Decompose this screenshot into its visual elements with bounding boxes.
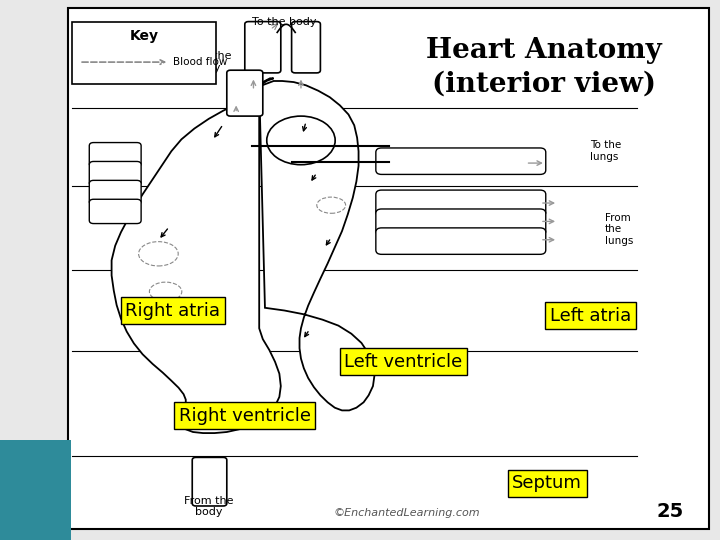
FancyBboxPatch shape (0, 440, 71, 540)
Text: 25: 25 (657, 502, 684, 521)
Text: Septum: Septum (512, 474, 582, 492)
FancyBboxPatch shape (68, 8, 709, 529)
Text: ©EnchantedLearning.com: ©EnchantedLearning.com (333, 508, 480, 518)
Text: From
the
lungs: From the lungs (605, 213, 633, 246)
FancyBboxPatch shape (376, 190, 546, 217)
FancyBboxPatch shape (89, 199, 141, 224)
Text: To the body: To the body (252, 17, 317, 26)
FancyBboxPatch shape (89, 143, 141, 167)
FancyBboxPatch shape (292, 22, 320, 73)
Text: Right ventricle: Right ventricle (179, 407, 311, 425)
FancyBboxPatch shape (89, 180, 141, 205)
FancyBboxPatch shape (376, 148, 546, 174)
Text: From the
body: From the body (184, 496, 233, 517)
Text: Blood flow: Blood flow (173, 57, 228, 67)
Text: From the
body: From the body (182, 51, 231, 73)
Polygon shape (259, 81, 374, 410)
Text: Key: Key (130, 29, 158, 43)
Text: Right atria: Right atria (125, 301, 220, 320)
FancyBboxPatch shape (376, 209, 546, 235)
FancyBboxPatch shape (227, 70, 263, 116)
FancyBboxPatch shape (72, 22, 216, 84)
FancyBboxPatch shape (192, 457, 227, 506)
Text: Left ventricle: Left ventricle (344, 353, 462, 371)
Ellipse shape (266, 116, 335, 165)
FancyBboxPatch shape (245, 22, 281, 73)
Polygon shape (112, 78, 281, 433)
Text: To the
lungs: To the lungs (590, 140, 621, 162)
FancyBboxPatch shape (376, 228, 546, 254)
FancyBboxPatch shape (89, 161, 141, 186)
Text: Left atria: Left atria (550, 307, 631, 325)
Text: Heart Anatomy
(interior view): Heart Anatomy (interior view) (426, 37, 662, 98)
